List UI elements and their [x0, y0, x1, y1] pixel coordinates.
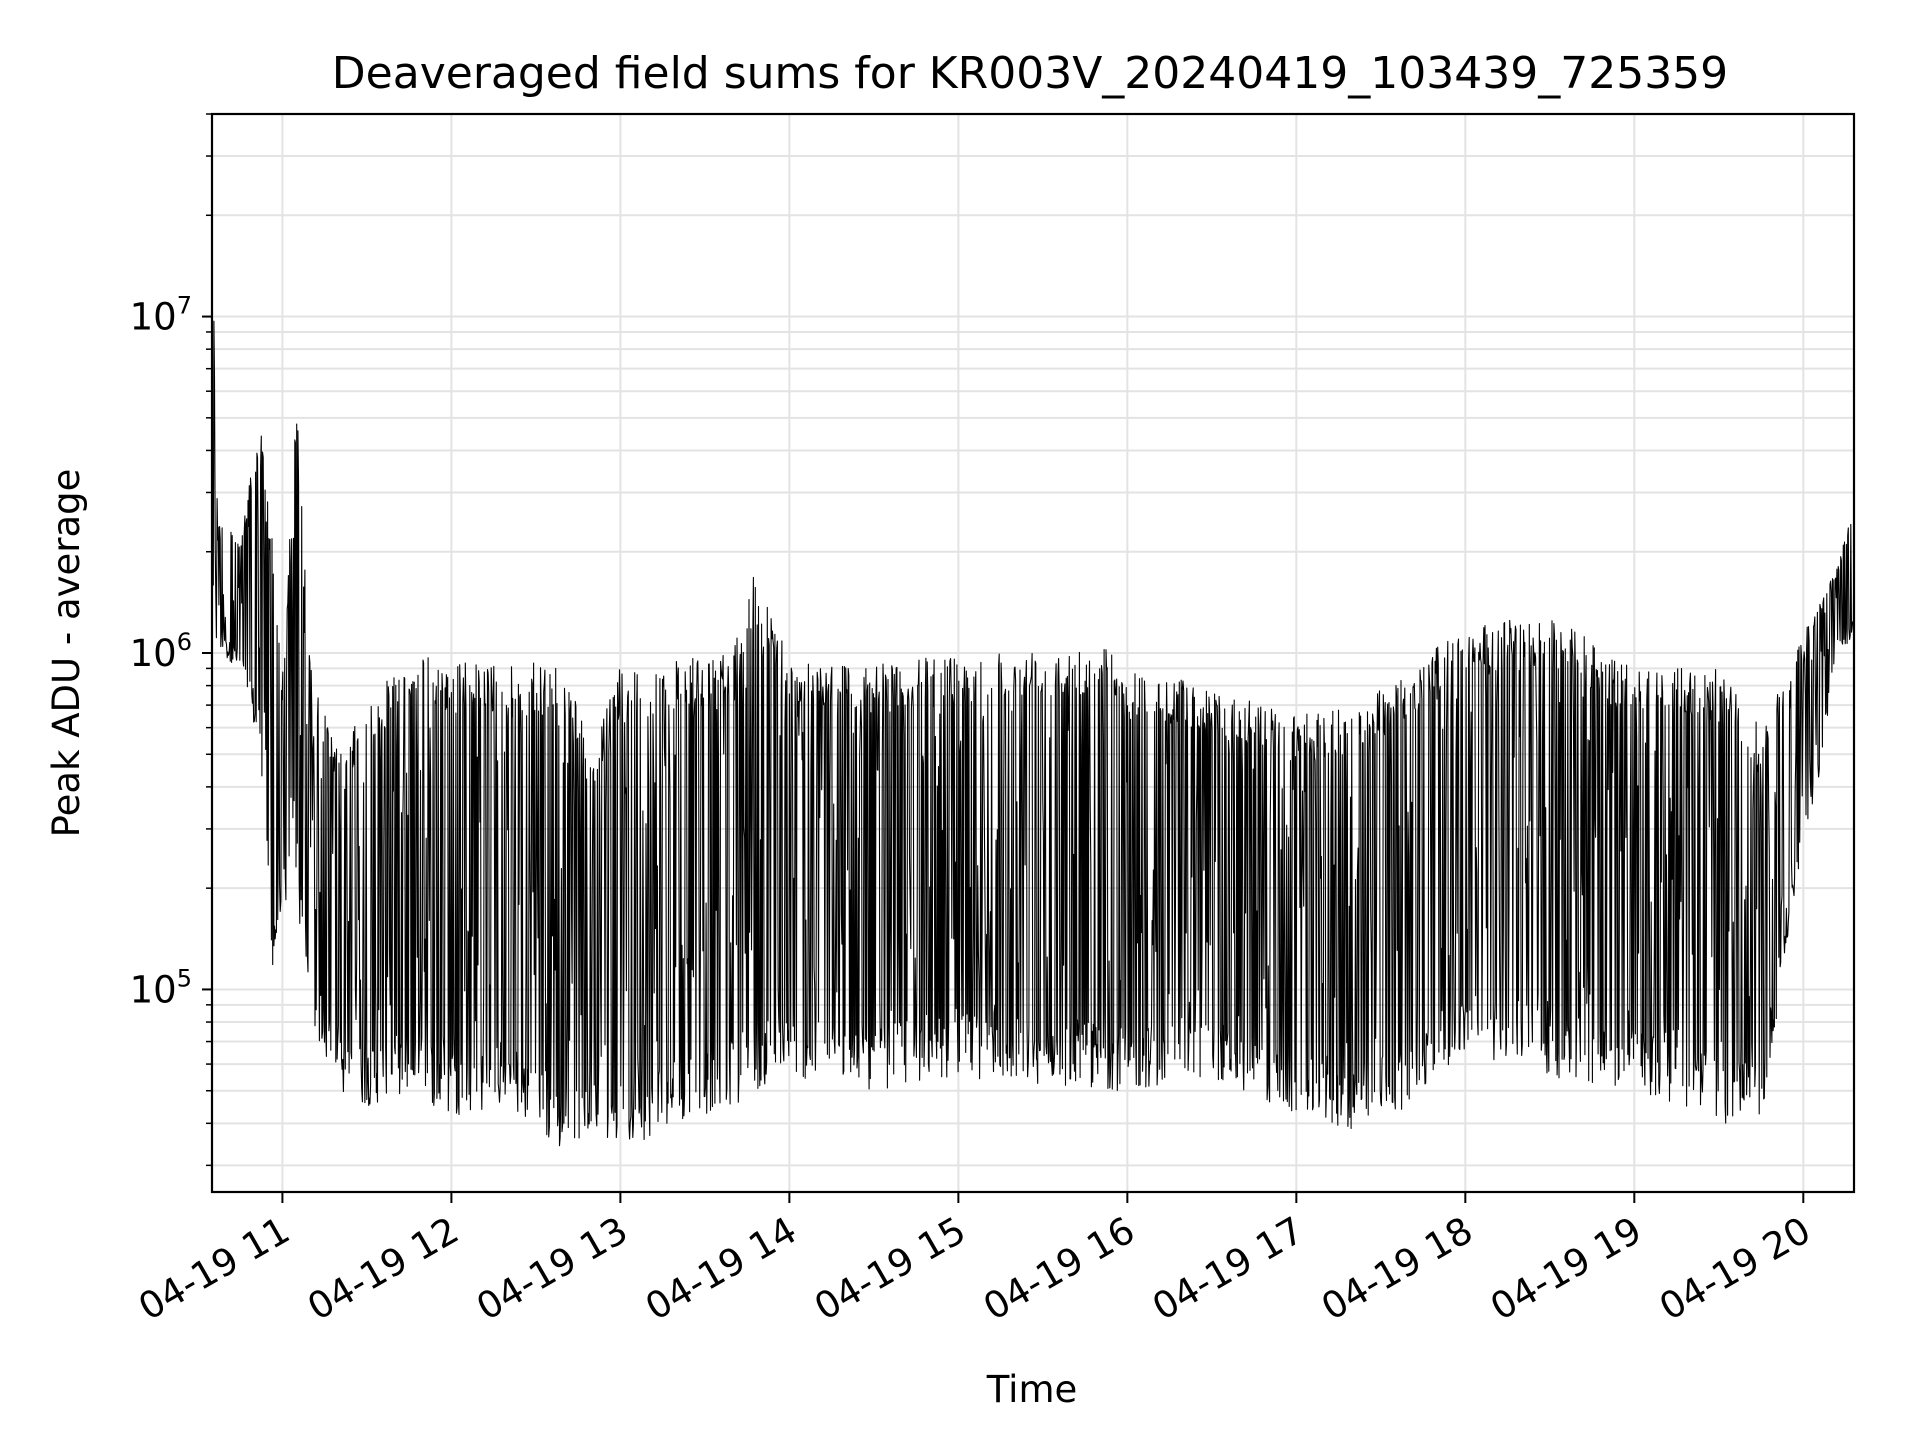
y-tick-label: 105	[130, 964, 192, 1011]
y-axis-label: Peak ADU - average	[45, 469, 88, 838]
y-tick-layer: 105 106 107	[130, 113, 212, 1167]
plot-layer	[211, 320, 1855, 1147]
chart-title: Deaveraged field sums for KR003V_2024041…	[332, 48, 1728, 99]
y-tick-label: 107	[130, 292, 192, 339]
x-axis-label: Time	[986, 1368, 1078, 1411]
data-series-line	[211, 320, 1855, 1147]
y-tick-label: 106	[130, 628, 192, 675]
